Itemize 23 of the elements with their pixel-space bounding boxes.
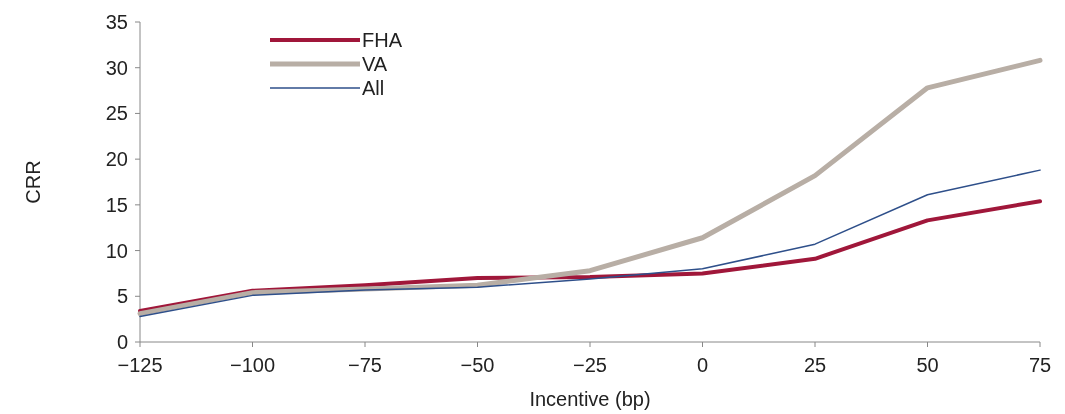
x-tick-label: −25 bbox=[573, 354, 607, 376]
x-tick-label: 50 bbox=[916, 354, 939, 376]
x-tick-label: −100 bbox=[229, 354, 276, 376]
y-tick-label: 25 bbox=[105, 102, 128, 125]
y-tick-label: 5 bbox=[116, 285, 128, 308]
y-tick-label: 30 bbox=[105, 56, 128, 79]
y-tick-label: 10 bbox=[105, 239, 128, 262]
x-tick-label: 0 bbox=[696, 354, 709, 376]
x-axis-title: Incentive (bp) bbox=[529, 388, 651, 410]
y-tick-label: 35 bbox=[105, 11, 128, 33]
y-tick-label: 15 bbox=[105, 193, 128, 216]
legend-label: All bbox=[362, 77, 385, 99]
x-tick-label: −50 bbox=[460, 354, 495, 376]
y-axis-title: CRR bbox=[22, 160, 44, 204]
line-series bbox=[139, 169, 1041, 318]
x-tick-label: 25 bbox=[803, 354, 827, 376]
y-tick-label: 20 bbox=[105, 148, 128, 171]
x-tick-label: 75 bbox=[1028, 354, 1052, 376]
y-tick-label: 0 bbox=[116, 331, 128, 353]
x-tick-label: −125 bbox=[117, 354, 163, 376]
x-tick-label: −75 bbox=[348, 354, 382, 376]
legend-label: VA bbox=[362, 53, 388, 75]
legend-label: FHA bbox=[362, 29, 403, 51]
